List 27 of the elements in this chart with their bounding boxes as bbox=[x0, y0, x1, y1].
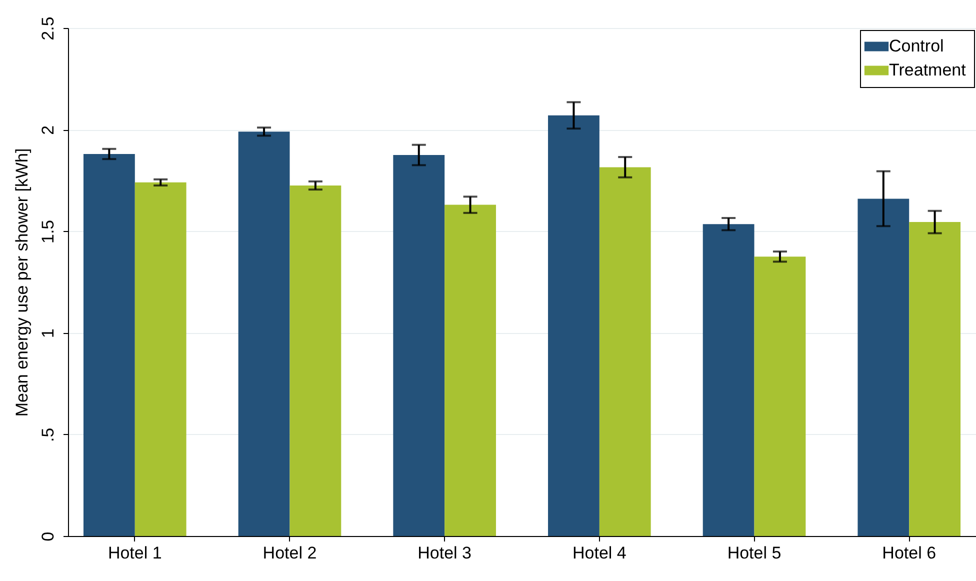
bar bbox=[393, 155, 445, 536]
bar bbox=[83, 154, 135, 536]
y-tick-label: 0 bbox=[38, 532, 58, 542]
y-tick-label: 2 bbox=[38, 125, 58, 135]
x-tick-label: Hotel 6 bbox=[882, 544, 936, 562]
bar bbox=[754, 256, 806, 536]
bar bbox=[909, 222, 961, 536]
bar bbox=[548, 115, 600, 536]
x-tick-label: Hotel 2 bbox=[262, 544, 317, 562]
bar bbox=[290, 185, 342, 536]
x-tick-label: Hotel 3 bbox=[418, 544, 472, 562]
bar bbox=[702, 224, 754, 536]
y-axis-title: Mean energy use per shower [kWh] bbox=[12, 148, 32, 417]
bar bbox=[444, 204, 496, 536]
y-tick-label: .5 bbox=[38, 428, 58, 442]
bar bbox=[238, 132, 290, 536]
bar bbox=[599, 167, 651, 536]
y-tick-label: 1.5 bbox=[38, 220, 58, 244]
y-tick-label: 2.5 bbox=[38, 16, 58, 40]
legend-label: Treatment bbox=[889, 60, 966, 80]
legend-label: Control bbox=[889, 36, 944, 56]
y-tick-label: 1 bbox=[38, 328, 58, 338]
x-tick-label: Hotel 5 bbox=[727, 544, 782, 562]
bar bbox=[134, 182, 186, 536]
x-tick-label: Hotel 1 bbox=[108, 544, 162, 562]
x-tick-label: Hotel 4 bbox=[572, 544, 626, 562]
bar bbox=[858, 198, 910, 536]
